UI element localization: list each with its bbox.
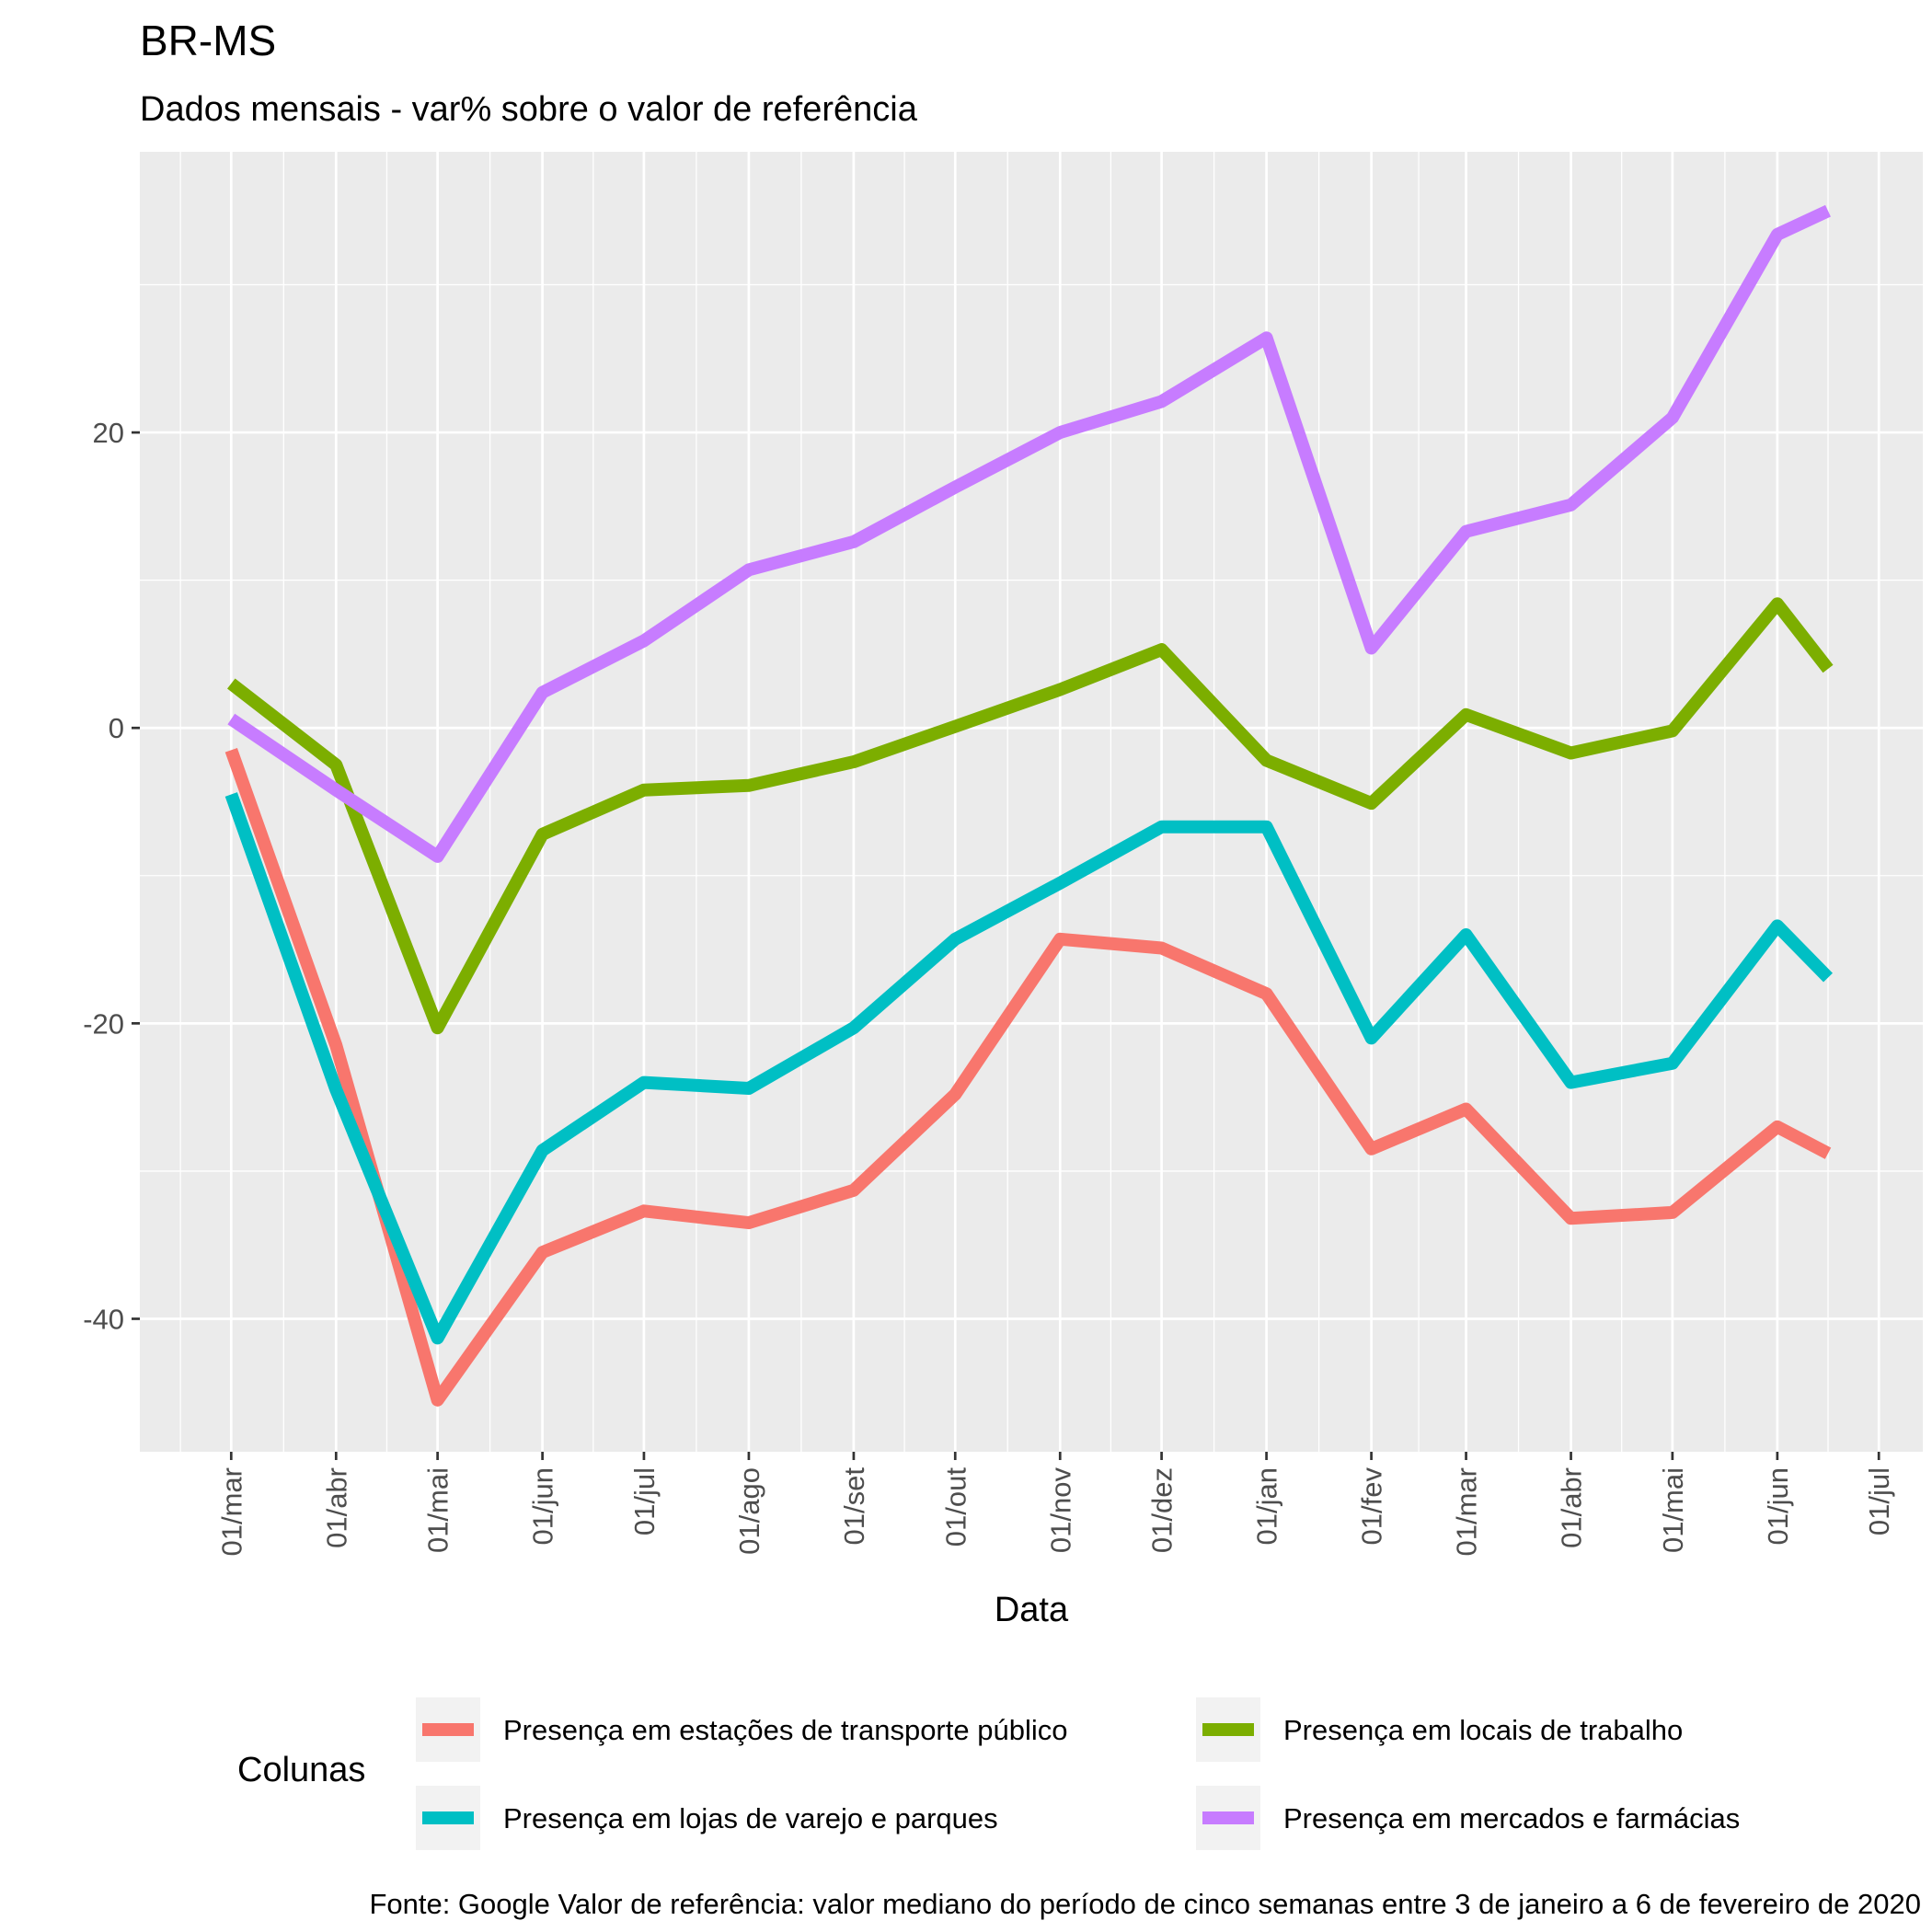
x-axis-title: Data — [995, 1591, 1069, 1629]
chart-caption: Fonte: Google Valor de referência: valor… — [369, 1888, 1921, 1920]
legend-label-4: Presença em mercados e farmácias — [1283, 1802, 1740, 1834]
x-tick-label: 01/mai — [1657, 1467, 1689, 1553]
legend-label-1: Presença em estações de transporte públi… — [503, 1714, 1067, 1746]
x-tick-label: 01/set — [838, 1467, 870, 1546]
x-tick-label: 01/dez — [1146, 1467, 1179, 1553]
x-tick-label: 01/out — [939, 1467, 972, 1547]
legend: Presença em estações de transporte públi… — [416, 1697, 1740, 1850]
x-tick-label: 01/mar — [215, 1467, 247, 1556]
x-tick-label: 01/jul — [1863, 1467, 1895, 1535]
legend-label-3: Presença em locais de trabalho — [1283, 1714, 1683, 1746]
minor-gridlines — [140, 152, 1923, 1452]
y-axis: -40 -20 0 20 — [83, 417, 140, 1335]
y-tick-label: 20 — [93, 417, 124, 449]
x-tick-label: 01/mai — [422, 1467, 454, 1553]
x-tick-label: 01/jul — [628, 1467, 661, 1535]
x-tick-label: 01/fev — [1356, 1467, 1388, 1546]
chart-title: BR-MS — [140, 17, 276, 64]
legend-label-2: Presença em lojas de varejo e parques — [503, 1802, 998, 1834]
x-tick-label: 01/jun — [527, 1467, 559, 1545]
x-tick-label: 01/ago — [733, 1467, 765, 1555]
series-line-1 — [224, 747, 1832, 1407]
y-tick-label: 0 — [109, 712, 124, 744]
series-lines — [224, 204, 1834, 1407]
y-tick-label: -40 — [83, 1303, 124, 1335]
x-tick-label: 01/abr — [320, 1467, 352, 1548]
x-tick-label: 01/abr — [1556, 1467, 1588, 1548]
x-tick-label: 01/mar — [1451, 1467, 1483, 1556]
series-line-4 — [227, 204, 1831, 863]
series-line-3 — [227, 597, 1834, 1035]
x-tick-label: 01/jan — [1251, 1467, 1283, 1545]
chart-subtitle: Dados mensais - var% sobre o valor de re… — [140, 90, 918, 129]
series-line-2 — [224, 792, 1833, 1345]
x-tick-label: 01/jun — [1762, 1467, 1794, 1545]
y-tick-label: -20 — [83, 1007, 124, 1040]
x-tick-label: 01/nov — [1044, 1467, 1076, 1554]
legend-title: Colunas — [237, 1751, 365, 1789]
x-axis: 01/mar 01/abr 01/mai 01/jun 01/jul 01/ago 01/s… — [215, 1452, 1895, 1556]
